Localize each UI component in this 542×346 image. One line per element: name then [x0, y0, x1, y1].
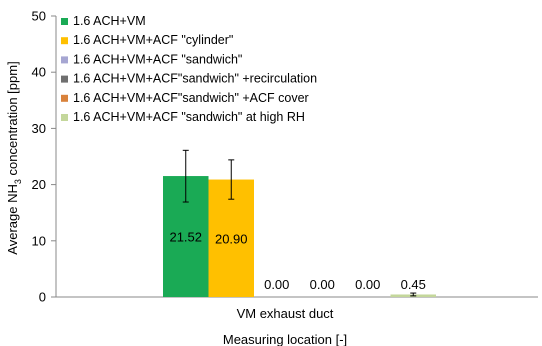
- bars: [163, 176, 436, 297]
- y-axis: 0 10 20 30 40 50: [32, 9, 538, 305]
- legend-swatch: [61, 94, 68, 102]
- legend-swatch: [61, 114, 68, 121]
- error-bars: [182, 149, 417, 297]
- y-tick-label: 20: [32, 177, 46, 192]
- data-label: 20.90: [215, 231, 248, 246]
- x-tick-label: VM exhaust duct: [237, 306, 334, 321]
- legend-label: 1.6 ACH+VM+ACF "sandwich" at high RH: [73, 110, 305, 124]
- y-axis-label: Average NH3 concentration [ppm]: [5, 61, 23, 254]
- y-tick-label: 40: [32, 65, 46, 80]
- legend-swatch: [61, 56, 68, 64]
- data-labels: 21.52 20.90 0.00 0.00 0.00 0.45: [169, 230, 425, 292]
- data-label: 0.00: [264, 277, 289, 292]
- x-axis-label: Measuring location [-]: [223, 332, 347, 346]
- legend-swatch: [61, 18, 68, 25]
- y-tick-label: 0: [39, 290, 46, 305]
- data-label: 21.52: [169, 230, 202, 245]
- data-label: 0.45: [401, 277, 426, 292]
- legend-label: 1.6 ACH+VM+ACF "cylinder": [73, 33, 233, 47]
- legend-swatch: [61, 75, 68, 83]
- y-tick-label: 50: [32, 9, 46, 24]
- data-label: 0.00: [310, 277, 335, 292]
- y-tick-label: 10: [32, 233, 46, 248]
- legend: 1.6 ACH+VM 1.6 ACH+VM+ACF "cylinder" 1.6 A…: [61, 14, 317, 124]
- y-tick-label: 30: [32, 121, 46, 136]
- legend-label: 1.6 ACH+VM+ACF "sandwich": [73, 52, 242, 66]
- legend-label: 1.6 ACH+VM+ACF"sandwich" +ACF cover: [73, 91, 309, 105]
- legend-swatch: [61, 37, 68, 45]
- data-label: 0.00: [355, 277, 380, 292]
- legend-label: 1.6 ACH+VM+ACF"sandwich" +recirculation: [73, 72, 317, 86]
- legend-label: 1.6 ACH+VM: [73, 14, 146, 28]
